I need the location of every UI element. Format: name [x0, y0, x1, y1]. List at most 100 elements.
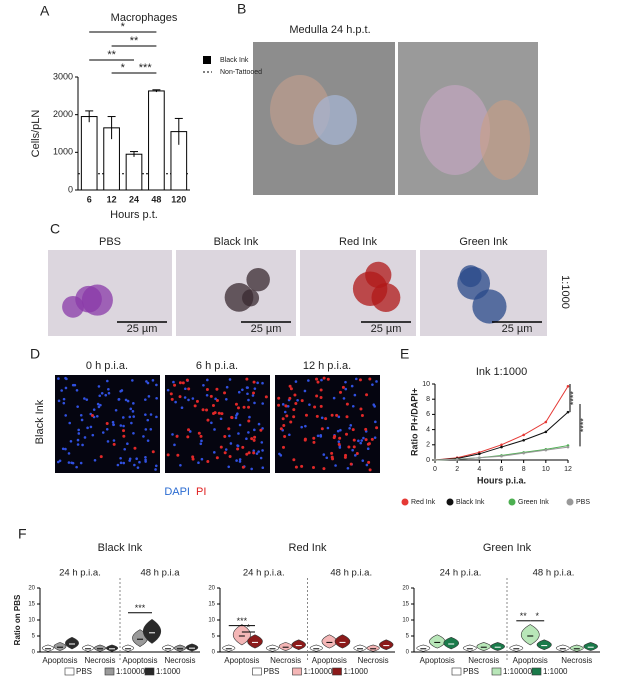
y-tick-label: 0: [212, 650, 216, 656]
dapi-dot: [354, 454, 357, 457]
legend-label: PBS: [463, 667, 479, 676]
x-tick-label: Apoptosis: [42, 656, 77, 665]
dapi-dot: [236, 412, 239, 415]
dapi-dot: [373, 436, 377, 439]
legend-label: PBS: [264, 667, 280, 676]
dapi-dot: [349, 424, 353, 427]
cell-outline: [313, 95, 357, 145]
dapi-dot: [338, 446, 342, 449]
dapi-dot: [75, 388, 79, 392]
x-tick-label: Apoptosis: [513, 656, 548, 665]
pi-dot: [223, 434, 227, 438]
y-tick-label: 20: [402, 586, 409, 592]
pi-dot: [345, 415, 349, 419]
dapi-dot: [237, 390, 241, 394]
pi-dot: [324, 417, 328, 421]
pi-dot: [99, 455, 103, 459]
point: [500, 445, 503, 449]
pi-dot: [364, 438, 368, 442]
pi-dot: [236, 406, 240, 410]
cell: [242, 289, 260, 307]
chart-title: Green Ink: [483, 542, 532, 554]
dapi-dot: [334, 464, 337, 467]
pi-dot: [365, 393, 369, 397]
dapi-dot: [121, 416, 125, 419]
violin: [555, 644, 570, 652]
dapi-dot: [344, 380, 347, 384]
dapi-dot: [235, 459, 238, 462]
pi-dot: [343, 455, 347, 459]
violin: [121, 644, 135, 652]
point: [522, 433, 525, 437]
image-title: Green Ink: [459, 236, 508, 248]
dapi-dot: [228, 378, 232, 381]
pi-dot: [175, 434, 179, 438]
pi-dot: [338, 436, 342, 440]
dapi-dot: [320, 378, 323, 382]
legend-swatch: [332, 667, 342, 676]
pi-dot: [247, 419, 251, 423]
dapi-dot: [93, 458, 97, 462]
y-tick-label: 2000: [53, 109, 73, 119]
dapi-dot: [251, 394, 255, 397]
dapi-dot: [106, 379, 109, 383]
violin: [443, 636, 460, 650]
pi-dot: [300, 399, 304, 403]
dapi-dot: [73, 383, 77, 387]
pi-dot: [236, 447, 240, 451]
dapi-dot: [320, 416, 324, 420]
legend-label: Green Ink: [518, 499, 549, 506]
dapi-dot: [65, 377, 68, 381]
pi-dot: [322, 376, 326, 380]
pi-dot: [201, 408, 205, 412]
pi-dot: [122, 434, 126, 438]
legend-label: PBS: [576, 499, 590, 506]
pi-dot: [355, 451, 359, 455]
pi-dot: [211, 403, 215, 407]
point: [433, 458, 437, 462]
dapi-dot: [234, 416, 238, 420]
dapi-dot: [68, 421, 72, 425]
dapi-dot: [69, 439, 73, 443]
violin: [278, 642, 293, 651]
cell: [371, 283, 401, 312]
pi-dot: [259, 428, 263, 432]
chart-subtitle: 24 h p.i.a.: [440, 568, 482, 579]
x-tick-label: 12: [564, 466, 572, 473]
dapi-dot: [261, 402, 265, 405]
dapi-dot: [374, 420, 377, 424]
y-tick-label: 8: [426, 396, 430, 403]
dapi-dot: [96, 402, 100, 406]
dapi-dot: [147, 395, 151, 398]
pi-dot: [186, 435, 190, 439]
panel-label: E: [400, 346, 409, 362]
y-tick-label: 0: [32, 650, 36, 656]
panel-b-title: Medulla 24 h.p.t.: [289, 24, 370, 36]
y-tick-label: 5: [32, 634, 36, 640]
dilution-label: 1:1000: [559, 275, 571, 309]
panel-label: A: [40, 3, 50, 19]
pi-dot: [344, 432, 348, 436]
scale-bar-label: 25 µm: [251, 323, 282, 335]
x-tick-label: 0: [433, 466, 437, 473]
image-title: PBS: [99, 236, 121, 248]
dapi-dot: [238, 423, 242, 427]
dapi-dot: [366, 447, 370, 450]
dapi-dot: [95, 415, 99, 418]
dapi-dot: [135, 457, 138, 461]
pi-dot: [284, 404, 288, 408]
dapi-dot: [241, 388, 244, 392]
dapi-dot: [371, 383, 374, 386]
pi-dot: [315, 414, 319, 418]
point: [566, 445, 570, 449]
dapi-dot: [319, 434, 323, 437]
scale-bar-label: 25 µm: [127, 323, 158, 335]
pi-dot: [151, 450, 155, 454]
pi-dot: [219, 445, 223, 449]
legend-label: PBS: [76, 667, 92, 676]
dapi-dot: [155, 383, 158, 387]
pi-dot: [213, 411, 217, 415]
dapi-dot: [116, 463, 120, 467]
pi-dot: [166, 453, 170, 457]
pi-dot: [209, 394, 213, 398]
